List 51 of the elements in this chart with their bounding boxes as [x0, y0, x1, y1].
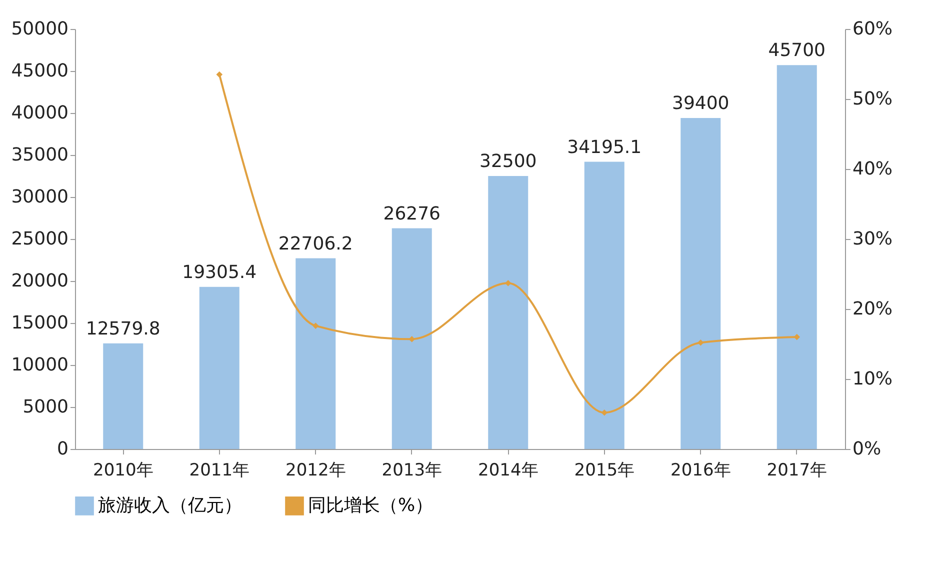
data-label: 34195.1 — [567, 136, 642, 158]
point — [601, 409, 608, 416]
x-tick-label: 2010年 — [92, 460, 154, 480]
y-tick-label: 40000 — [11, 102, 68, 124]
point — [408, 336, 416, 342]
point — [312, 322, 319, 329]
bar — [296, 258, 336, 449]
y-tick-label: 5000 — [22, 396, 68, 418]
bar — [103, 343, 144, 449]
y-tick-label: 15000 — [11, 312, 68, 334]
point — [697, 339, 704, 346]
data-label: 22706.2 — [278, 233, 353, 254]
y2-tick-label: 20% — [852, 298, 893, 320]
bar — [584, 162, 624, 449]
y-tick-label: 10000 — [11, 354, 68, 376]
y2-tick-label: 60% — [852, 18, 893, 40]
point — [504, 280, 512, 286]
y2-tick-label: 40% — [852, 158, 893, 180]
y2-tick-label: 50% — [852, 88, 893, 110]
y-tick-label: 20000 — [11, 270, 68, 292]
data-label: 45700 — [768, 40, 826, 62]
y2-tick-label: 30% — [852, 228, 893, 250]
y-tick-label: 45000 — [11, 60, 68, 82]
bar — [776, 65, 817, 449]
y2-tick-label: 10% — [852, 368, 893, 390]
bar — [488, 176, 528, 449]
data-label: 19305.4 — [182, 262, 257, 283]
bar — [392, 228, 432, 449]
x-tick-label: 2017年 — [766, 460, 828, 480]
y-tick-label: 35000 — [11, 144, 68, 166]
data-label: 12579.8 — [86, 318, 160, 340]
x-tick-label: 2011年 — [189, 460, 250, 480]
x-tick-label: 2015年 — [574, 460, 635, 480]
data-label: 32500 — [479, 151, 537, 172]
x-tick-label: 2012年 — [285, 460, 346, 480]
y-tick-label: 30000 — [11, 186, 68, 208]
x-tick-label: 2013年 — [382, 460, 442, 480]
y-tick-label: 0 — [57, 438, 68, 460]
legend-label: 同比增长（%） — [308, 494, 434, 516]
bar — [199, 286, 240, 449]
legend-label: 旅游收入（亿元） — [98, 494, 242, 516]
point — [216, 71, 223, 78]
bar — [680, 118, 721, 449]
y2-tick-label: 0% — [852, 438, 882, 460]
data-label: 26276 — [383, 203, 441, 224]
data-label: 39400 — [672, 93, 730, 114]
point — [794, 334, 800, 340]
x-tick-label: 2016年 — [670, 460, 731, 480]
y-tick-label: 25000 — [11, 228, 68, 250]
x-tick-label: 2014年 — [478, 460, 538, 480]
y-tick-label: 50000 — [11, 18, 68, 40]
